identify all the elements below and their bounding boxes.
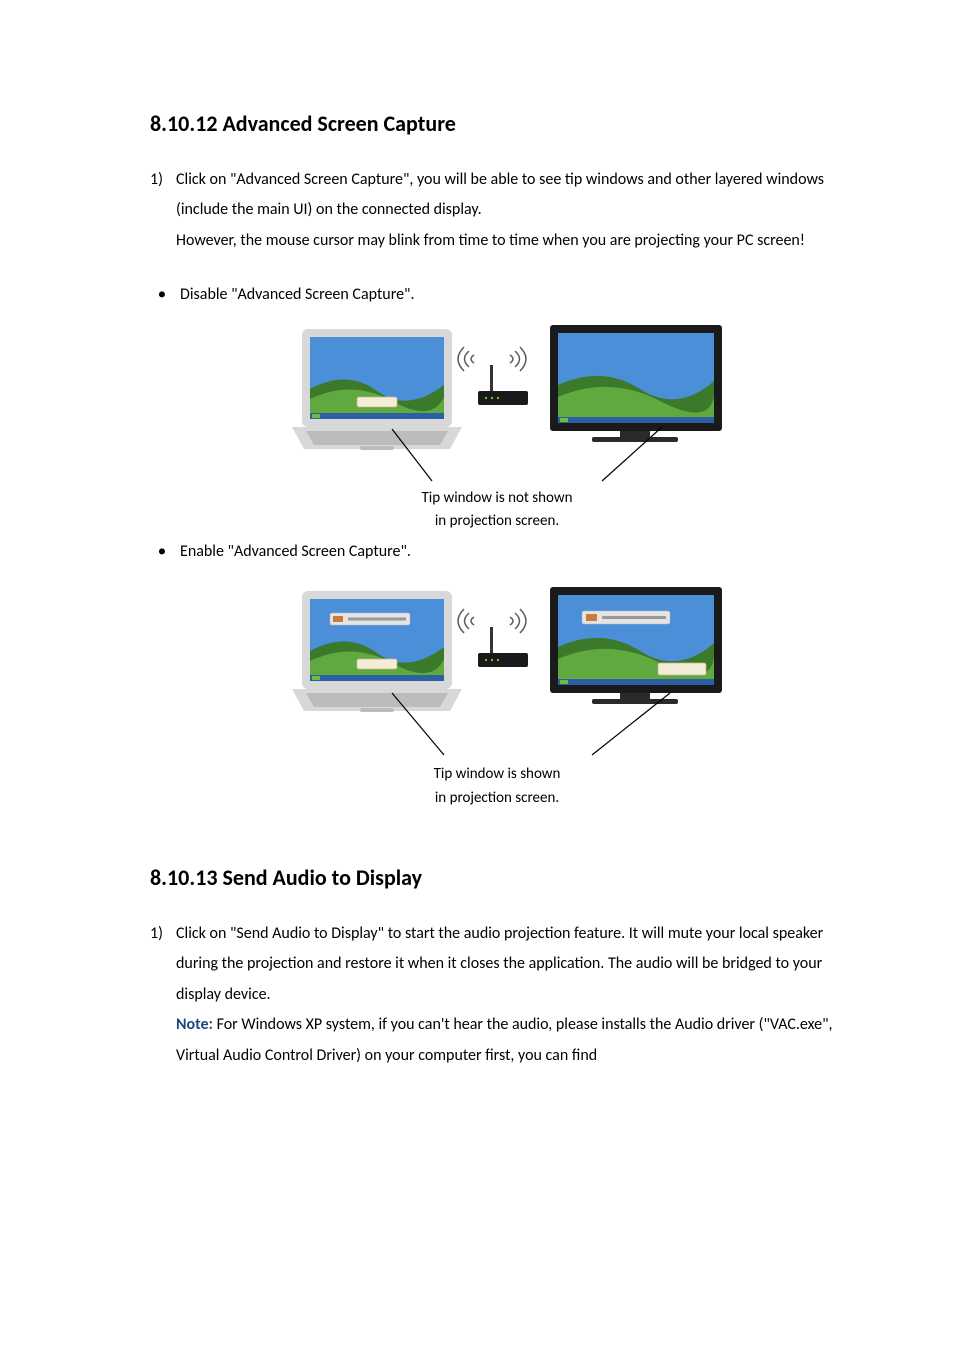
list-marker: 1): [150, 165, 176, 256]
figure-enable-capture: Tip window is shown in projection screen…: [150, 575, 844, 810]
router-icon: [458, 609, 528, 667]
bullet-icon: ●: [150, 280, 180, 308]
router-icon: [458, 347, 528, 405]
list-item: 1) Click on "Advanced Screen Capture", y…: [150, 165, 844, 256]
list-body: Click on "Advanced Screen Capture", you …: [176, 165, 844, 256]
list-marker: 1): [150, 919, 176, 1071]
illustration-laptop-router-tv: [262, 575, 732, 765]
figure-disable-capture: Tip window is not shown in projection sc…: [150, 319, 844, 534]
bullet-icon: ●: [150, 537, 180, 565]
list-body: Enable "Advanced Screen Capture".: [180, 537, 844, 567]
list-body: Disable "Advanced Screen Capture".: [180, 280, 844, 310]
list-body: Click on "Send Audio to Display" to star…: [176, 919, 844, 1071]
laptop-icon: [292, 591, 462, 712]
figure-caption: Tip window is shown in projection screen…: [434, 763, 561, 810]
tv-icon: [550, 587, 722, 704]
heading-advanced-screen-capture: 8.10.12 Advanced Screen Capture: [150, 110, 844, 137]
list-item: 1) Click on "Send Audio to Display" to s…: [150, 919, 844, 1071]
heading-send-audio: 8.10.13 Send Audio to Display: [150, 864, 844, 891]
note-label: Note:: [176, 1015, 213, 1034]
laptop-icon: [292, 329, 462, 450]
list-item: ● Enable "Advanced Screen Capture".: [150, 537, 844, 567]
figure-caption: Tip window is not shown in projection sc…: [421, 487, 572, 534]
illustration-laptop-router-tv: [262, 319, 732, 489]
tv-icon: [550, 325, 722, 442]
list-item: ● Disable "Advanced Screen Capture".: [150, 280, 844, 310]
